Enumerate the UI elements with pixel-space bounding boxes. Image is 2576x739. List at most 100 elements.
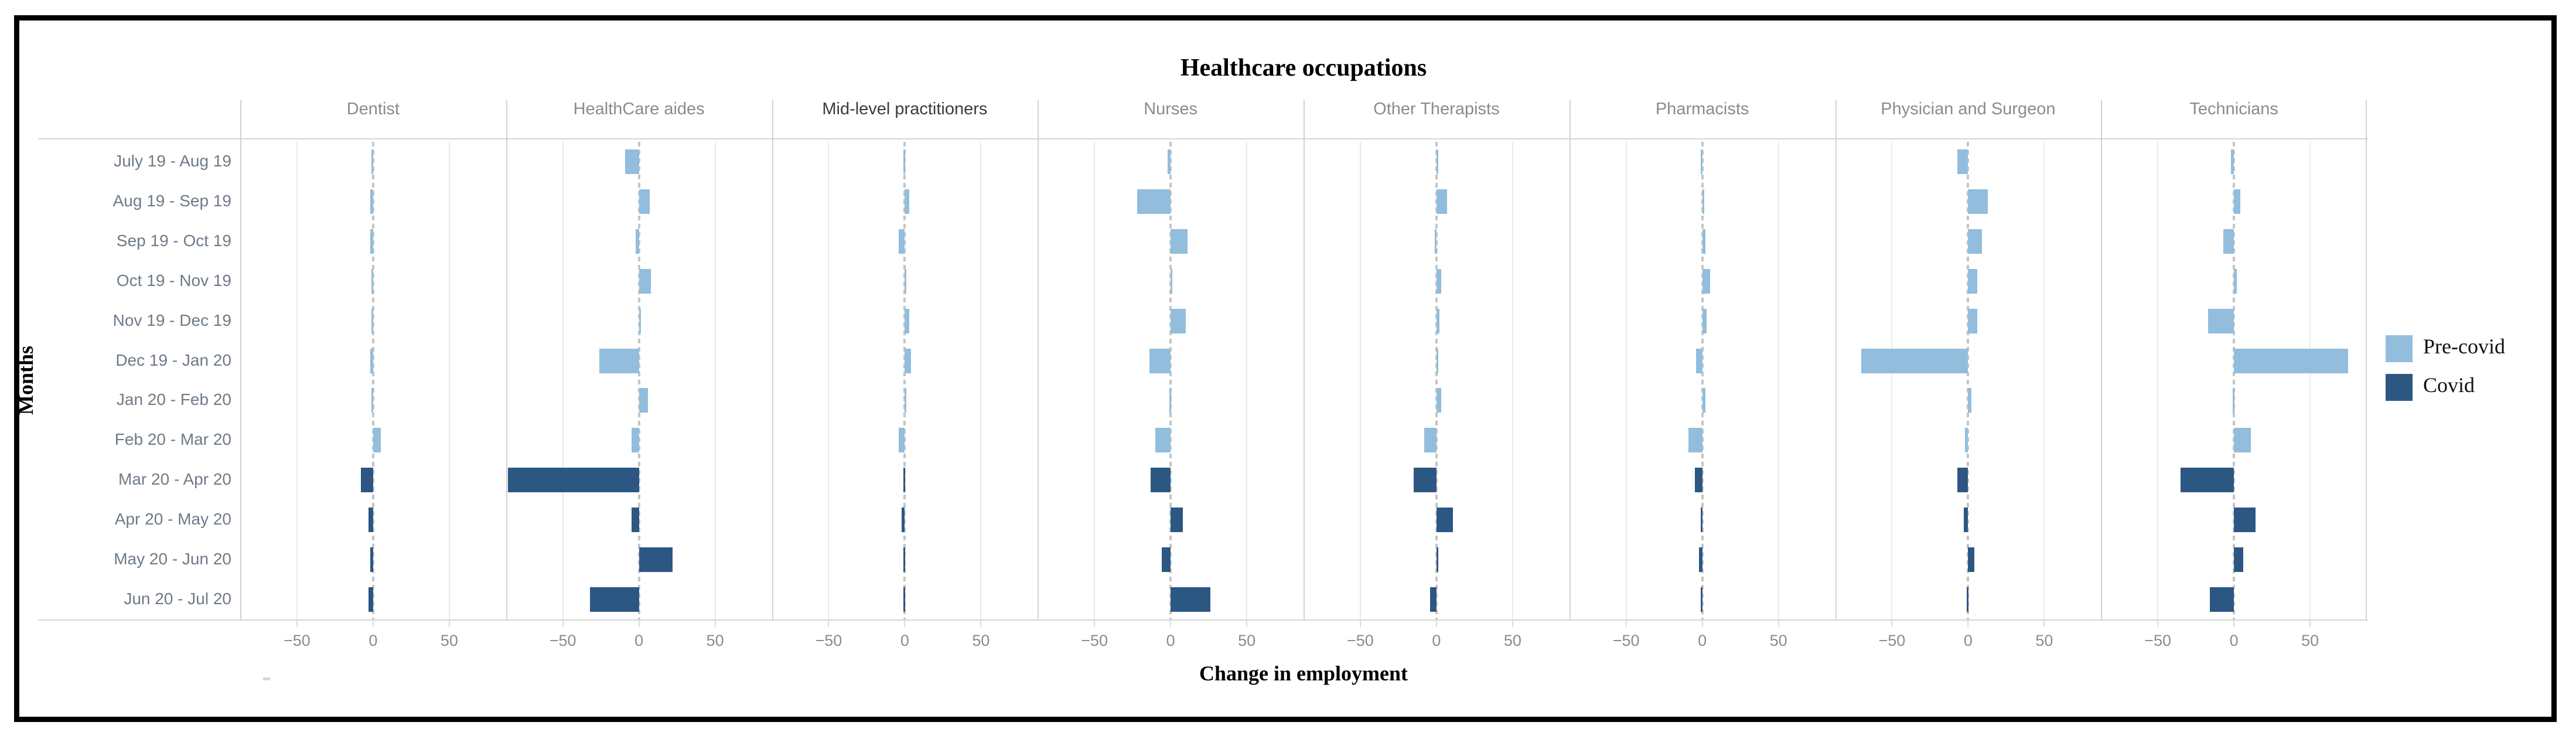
tick-label: 50 (2035, 632, 2053, 649)
bar[interactable] (371, 149, 374, 174)
bar[interactable] (898, 229, 905, 254)
bar[interactable] (1701, 587, 1703, 612)
bar[interactable] (905, 268, 907, 294)
bar[interactable] (1171, 229, 1188, 254)
bar[interactable] (1436, 268, 1441, 294)
bar[interactable] (1435, 229, 1437, 254)
bar[interactable] (1696, 348, 1702, 373)
bar[interactable] (903, 149, 905, 174)
bar[interactable] (1171, 508, 1183, 533)
bar[interactable] (371, 388, 374, 413)
bar[interactable] (2232, 388, 2234, 413)
bar[interactable] (639, 268, 651, 294)
bar[interactable] (361, 468, 373, 493)
bar[interactable] (905, 308, 910, 333)
bar[interactable] (369, 587, 373, 612)
zero-reference-line (637, 142, 640, 619)
bar[interactable] (2234, 268, 2237, 294)
bar[interactable] (1171, 587, 1210, 612)
bar[interactable] (1968, 189, 1988, 214)
bar[interactable] (1171, 308, 1186, 333)
bar[interactable] (1161, 547, 1171, 573)
bar[interactable] (2207, 308, 2234, 333)
bar[interactable] (508, 468, 639, 493)
bar[interactable] (903, 547, 905, 573)
bar[interactable] (639, 388, 649, 413)
bar[interactable] (1702, 229, 1705, 254)
bar[interactable] (2223, 229, 2234, 254)
bar[interactable] (370, 348, 373, 373)
bar[interactable] (1413, 468, 1437, 493)
bar[interactable] (1688, 428, 1702, 453)
bar[interactable] (1155, 428, 1171, 453)
bar[interactable] (2234, 189, 2240, 214)
bar[interactable] (1436, 348, 1438, 373)
bar[interactable] (2234, 508, 2256, 533)
bar[interactable] (1701, 149, 1703, 174)
bar[interactable] (1436, 388, 1441, 413)
bar[interactable] (625, 149, 639, 174)
bar[interactable] (905, 388, 907, 413)
bar[interactable] (1968, 268, 1977, 294)
bar[interactable] (1436, 189, 1448, 214)
bar[interactable] (898, 428, 905, 453)
bar[interactable] (631, 428, 639, 453)
bar[interactable] (1167, 149, 1171, 174)
bar[interactable] (902, 508, 905, 533)
bar[interactable] (1957, 468, 1968, 493)
bar[interactable] (370, 189, 373, 214)
bar[interactable] (1701, 508, 1703, 533)
bar[interactable] (1968, 388, 1971, 413)
bar[interactable] (1149, 348, 1171, 373)
bar[interactable] (903, 587, 905, 612)
bar[interactable] (1436, 149, 1438, 174)
bar[interactable] (371, 268, 374, 294)
bar[interactable] (631, 508, 639, 533)
bar[interactable] (369, 508, 373, 533)
bar[interactable] (905, 348, 911, 373)
bar[interactable] (903, 468, 905, 493)
bar[interactable] (1151, 468, 1171, 493)
bar[interactable] (1699, 547, 1702, 573)
bar[interactable] (1965, 428, 1968, 453)
bar[interactable] (2181, 468, 2234, 493)
bar[interactable] (1957, 149, 1968, 174)
bar[interactable] (1171, 268, 1173, 294)
bar[interactable] (2209, 587, 2234, 612)
bar[interactable] (1694, 468, 1702, 493)
bar[interactable] (2234, 428, 2251, 453)
bar[interactable] (1436, 308, 1440, 333)
bar[interactable] (1968, 547, 1974, 573)
bar[interactable] (1169, 388, 1171, 413)
bar[interactable] (1424, 428, 1437, 453)
bar[interactable] (2234, 547, 2243, 573)
bar[interactable] (639, 189, 650, 214)
bar[interactable] (1436, 508, 1454, 533)
tick-label: 50 (1238, 632, 1256, 649)
bar[interactable] (371, 308, 374, 333)
bar[interactable] (639, 308, 641, 333)
bar[interactable] (1430, 587, 1437, 612)
bar[interactable] (1968, 229, 1982, 254)
bar[interactable] (590, 587, 639, 612)
bar[interactable] (1968, 308, 1977, 333)
bar[interactable] (1861, 348, 1968, 373)
bar[interactable] (370, 229, 373, 254)
bar[interactable] (1137, 189, 1171, 214)
bar[interactable] (1966, 587, 1968, 612)
bar[interactable] (905, 189, 910, 214)
bar[interactable] (1436, 547, 1438, 573)
bar[interactable] (373, 428, 381, 453)
bar[interactable] (2230, 149, 2234, 174)
panel-header: Other Therapists (1373, 100, 1500, 118)
bar[interactable] (1702, 189, 1704, 214)
bar[interactable] (639, 547, 673, 573)
bar[interactable] (1963, 508, 1968, 533)
bar[interactable] (1702, 388, 1705, 413)
bar[interactable] (599, 348, 639, 373)
bar[interactable] (1702, 268, 1710, 294)
bar[interactable] (1702, 308, 1707, 333)
bar[interactable] (370, 547, 373, 573)
bar[interactable] (636, 229, 639, 254)
bar[interactable] (2234, 348, 2349, 373)
